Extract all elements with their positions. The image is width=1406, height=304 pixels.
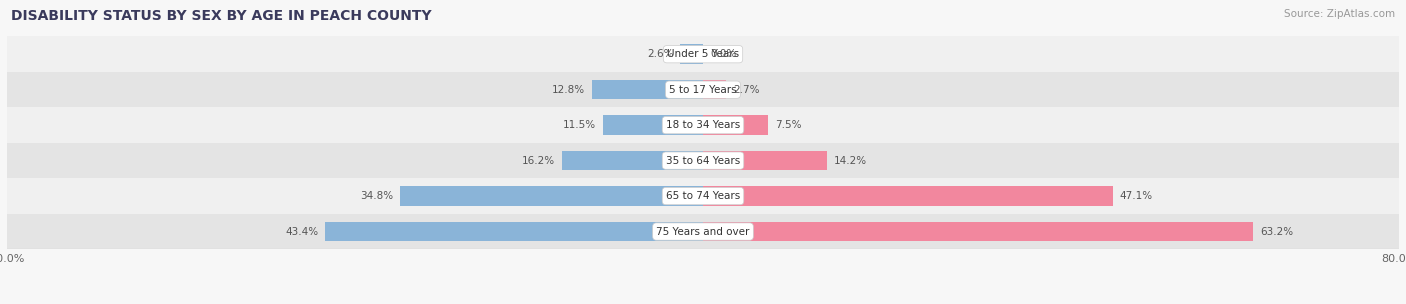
Text: 2.6%: 2.6% <box>647 49 673 59</box>
Text: 35 to 64 Years: 35 to 64 Years <box>666 156 740 166</box>
Text: 2.7%: 2.7% <box>734 85 761 95</box>
Text: 65 to 74 Years: 65 to 74 Years <box>666 191 740 201</box>
Bar <box>7 214 1399 249</box>
Text: 75 Years and over: 75 Years and over <box>657 226 749 237</box>
Text: 12.8%: 12.8% <box>551 85 585 95</box>
Text: 34.8%: 34.8% <box>360 191 394 201</box>
Bar <box>7 72 1399 107</box>
Text: 16.2%: 16.2% <box>522 156 555 166</box>
Bar <box>703 80 727 99</box>
Text: 7.5%: 7.5% <box>775 120 801 130</box>
Text: DISABILITY STATUS BY SEX BY AGE IN PEACH COUNTY: DISABILITY STATUS BY SEX BY AGE IN PEACH… <box>11 9 432 23</box>
Bar <box>703 222 1253 241</box>
Bar <box>7 143 1399 178</box>
Text: 11.5%: 11.5% <box>562 120 596 130</box>
Bar <box>562 151 703 170</box>
Bar <box>325 222 703 241</box>
Bar <box>592 80 703 99</box>
Bar <box>703 151 827 170</box>
Bar <box>7 107 1399 143</box>
Text: 0.0%: 0.0% <box>710 49 737 59</box>
Text: 47.1%: 47.1% <box>1119 191 1153 201</box>
Text: 63.2%: 63.2% <box>1260 226 1294 237</box>
Bar <box>603 116 703 135</box>
Bar <box>703 116 768 135</box>
Bar <box>703 186 1112 206</box>
Text: 18 to 34 Years: 18 to 34 Years <box>666 120 740 130</box>
Bar <box>7 36 1399 72</box>
Bar <box>681 44 703 64</box>
Text: 5 to 17 Years: 5 to 17 Years <box>669 85 737 95</box>
Bar <box>7 178 1399 214</box>
Text: 14.2%: 14.2% <box>834 156 866 166</box>
Bar <box>401 186 703 206</box>
Text: 43.4%: 43.4% <box>285 226 319 237</box>
Legend: Male, Female: Male, Female <box>644 302 762 304</box>
Text: Under 5 Years: Under 5 Years <box>666 49 740 59</box>
Text: Source: ZipAtlas.com: Source: ZipAtlas.com <box>1284 9 1395 19</box>
